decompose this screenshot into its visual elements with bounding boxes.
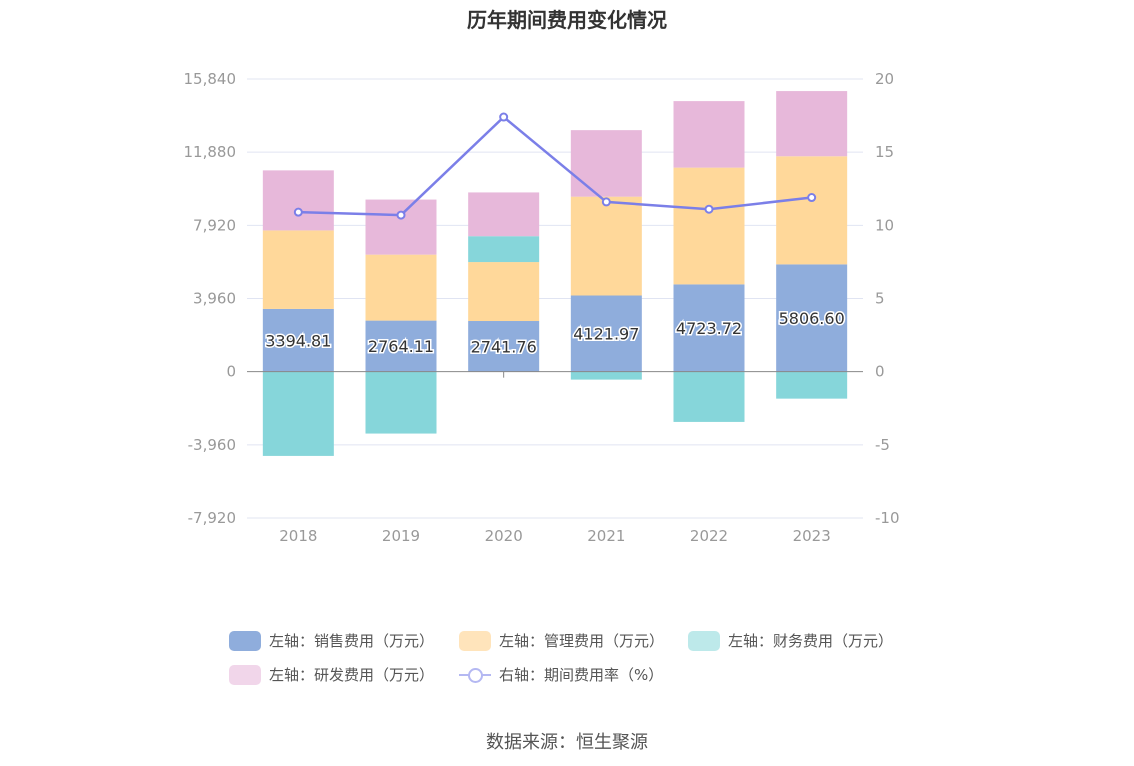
bar-segment [673, 371, 745, 422]
legend-label-admin: 左轴：管理费用（万元） [499, 632, 665, 650]
bar-data-label: 3394.81 [265, 331, 331, 350]
legend-item-expense-rate[interactable]: 右轴：期间费用率（%） [459, 664, 663, 685]
left-axis-tick-label: 7,920 [193, 216, 236, 234]
bar-data-label: 5806.60 [779, 309, 845, 328]
legend-item-admin[interactable]: 左轴：管理费用（万元） [459, 630, 664, 651]
right-axis-tick-label: 0 [875, 363, 885, 381]
bar-segment [262, 371, 334, 456]
left-axis-tick-label: 3,960 [193, 290, 236, 308]
bar-segment [776, 156, 848, 265]
legend-item-rd[interactable]: 左轴：研发费用（万元） [229, 664, 434, 685]
bar-data-label: 4121.97 [573, 325, 639, 344]
bar-segment [468, 262, 540, 322]
bar-segment [570, 295, 642, 372]
legend-swatch-sales [229, 630, 261, 651]
right-axis-tick-label: -10 [875, 509, 900, 527]
bar-segment [365, 320, 437, 372]
x-axis-tick-label: 2020 [485, 527, 523, 545]
bar-segment [570, 196, 642, 296]
left-axis-tick-label: 11,880 [184, 143, 237, 161]
x-axis-tick-label: 2021 [587, 527, 625, 545]
right-axis-tick-label: -5 [875, 436, 890, 454]
x-axis-tick-label: 2018 [279, 527, 317, 545]
legend-swatch-rd [229, 664, 261, 685]
bar-segment [776, 91, 848, 157]
left-axis-tick-label: -3,960 [188, 436, 236, 454]
right-axis-tick-label: 5 [875, 290, 885, 308]
legend-item-sales[interactable]: 左轴：销售费用（万元） [229, 630, 434, 651]
right-axis-tick-label: 15 [875, 143, 894, 161]
bar-segment [776, 264, 848, 372]
bar-segment [570, 371, 642, 380]
data-source: 数据来源：恒生聚源 [486, 732, 648, 753]
bar-segment [468, 321, 540, 372]
x-axis-tick-label: 2019 [382, 527, 420, 545]
bar-segment [468, 236, 540, 263]
expense-rate-point [601, 197, 611, 207]
legend-item-finance[interactable]: 左轴：财务费用（万元） [688, 630, 893, 651]
left-axis-tick-label: 0 [226, 363, 236, 381]
bar-segment [468, 192, 540, 237]
bar-data-label: 4723.72 [676, 319, 742, 338]
expense-rate-point [499, 112, 509, 122]
bar-segment [673, 167, 745, 285]
expense-rate-point [807, 193, 817, 203]
left-axis-tick-label: -7,920 [188, 509, 236, 527]
x-axis-tick-label: 2023 [793, 527, 831, 545]
bar-segment [776, 371, 848, 399]
legend-line-marker-icon [459, 665, 491, 685]
bar-segment [365, 199, 437, 255]
chart-title: 历年期间费用变化情况 [467, 8, 667, 32]
bar-segment [262, 170, 334, 231]
expense-rate-point [293, 207, 303, 217]
bar-data-label: 2741.76 [471, 337, 537, 356]
legend-swatch-finance [688, 630, 720, 651]
bar-segment [673, 284, 745, 372]
bar-segment [365, 254, 437, 321]
x-axis-tick-label: 2022 [690, 527, 728, 545]
expense-rate-point [704, 204, 714, 214]
bar-segment [262, 230, 334, 309]
legend-label-finance: 左轴：财务费用（万元） [728, 632, 894, 650]
bar-segment [262, 308, 334, 372]
right-axis-tick-label: 10 [875, 216, 894, 234]
legend-label-rd: 左轴：研发费用（万元） [269, 666, 435, 684]
left-axis-tick-label: 15,840 [184, 70, 237, 88]
legend-label-sales: 左轴：销售费用（万元） [269, 632, 435, 650]
legend-swatch-admin [459, 630, 491, 651]
expense-rate-line [298, 115, 812, 217]
expense-rate-point [396, 210, 406, 220]
chart-canvas: -7,920 -3,960 0 3,960 7,920 11,880 15,840 -10 -5… [184, 70, 900, 545]
bar-segment [673, 101, 745, 168]
right-axis-tick-label: 20 [875, 70, 894, 88]
bar-segment [570, 130, 642, 197]
legend-label-expense-rate: 右轴：期间费用率（%） [499, 666, 664, 684]
bar-data-label: 2764.11 [368, 337, 434, 356]
bar-segment [365, 371, 437, 434]
